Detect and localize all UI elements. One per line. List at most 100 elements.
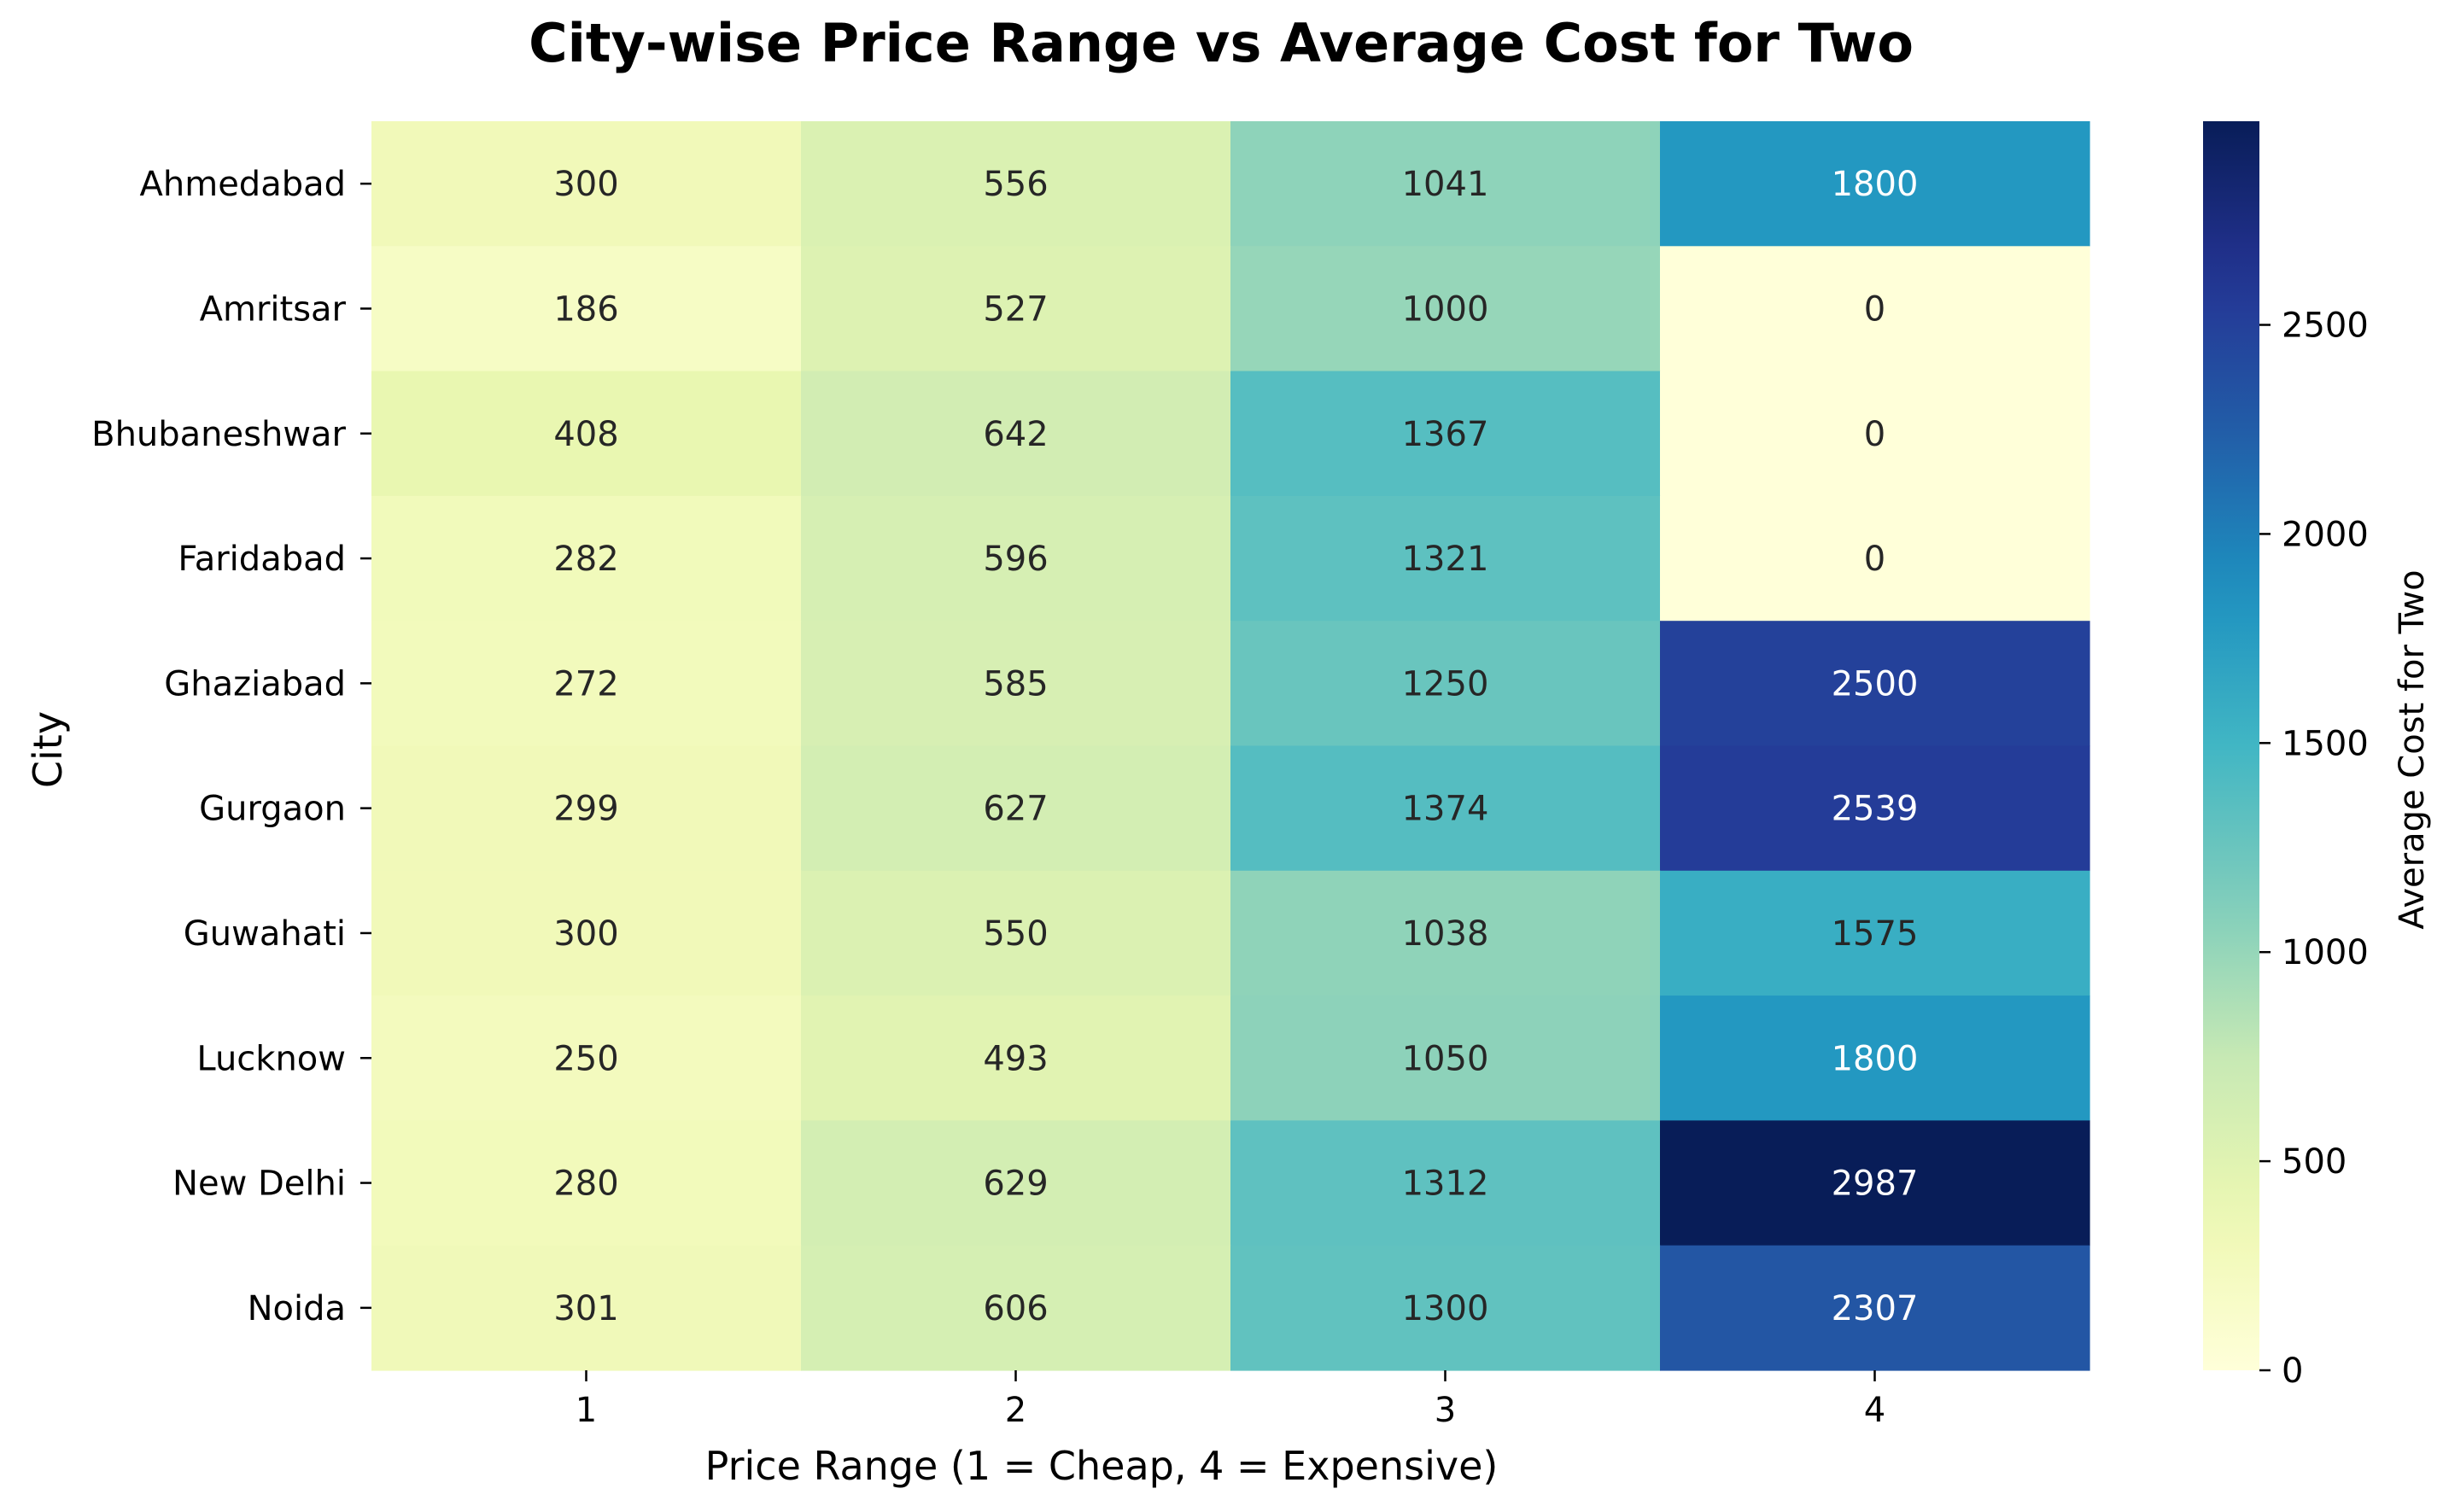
y-tick-label: Ahmedabad — [140, 165, 346, 204]
x-tick-label: 4 — [1864, 1391, 1885, 1430]
cell-value-label: 0 — [1864, 415, 1885, 454]
heatmap-cell-amritsar-4 — [1660, 246, 2090, 372]
heatmap-cell-guwahati-3 — [1230, 870, 1661, 996]
colorbar-tick-label: 2000 — [2282, 515, 2369, 554]
cell-value-label: 2539 — [1832, 790, 1919, 829]
heatmap-cell-labels: 300 556 1041 1800 186 527 1000 0 408 642 1367 0 282 5… — [553, 165, 1918, 1328]
cell-value-label: 556 — [983, 165, 1048, 204]
heatmap-cell-ghaziabad-3 — [1230, 621, 1661, 747]
cell-value-label: 1800 — [1832, 1039, 1919, 1078]
y-tick-label: Lucknow — [196, 1039, 346, 1078]
y-tick-label: New Delhi — [172, 1165, 346, 1204]
cell-value-label: 408 — [553, 415, 618, 454]
heatmap-cell-noida-3 — [1230, 1245, 1661, 1371]
colorbar — [2203, 121, 2259, 1370]
heatmap-cell-bhubaneshwar-4 — [1660, 371, 2090, 497]
x-axis-label: Price Range (1 = Cheap, 4 = Expensive) — [705, 1443, 1499, 1489]
heatmap-cell-gurgaon-2 — [801, 745, 1231, 872]
x-tick-label: 3 — [1435, 1391, 1456, 1430]
heatmap-cell-lucknow-1 — [371, 995, 802, 1121]
cell-value-label: 1312 — [1402, 1165, 1489, 1204]
y-tick-label: Ghaziabad — [164, 664, 346, 703]
heatmap-cell-faridabad-1 — [371, 495, 802, 622]
heatmap-cell-noida-1 — [371, 1245, 802, 1371]
cell-value-label: 1250 — [1402, 664, 1489, 703]
cell-value-label: 301 — [553, 1289, 618, 1328]
cell-value-label: 1300 — [1402, 1289, 1489, 1328]
cell-value-label: 1321 — [1402, 540, 1489, 579]
y-tick-label: Noida — [248, 1289, 346, 1328]
cell-value-label: 1575 — [1832, 914, 1919, 954]
heatmap-cell-ahmedabad-2 — [801, 121, 1231, 247]
cell-value-label: 282 — [553, 540, 618, 579]
heatmap-cell-bhubaneshwar-1 — [371, 371, 802, 497]
colorbar-label: Average Cost for Two — [2393, 569, 2432, 929]
cell-value-label: 493 — [983, 1039, 1048, 1078]
heatmap-cell-ahmedabad-4 — [1660, 121, 2090, 247]
heatmap-cell-faridabad-4 — [1660, 495, 2090, 622]
heatmap-cell-lucknow-4 — [1660, 995, 2090, 1121]
cell-value-label: 550 — [983, 914, 1048, 954]
heatmap-cell-amritsar-1 — [371, 246, 802, 372]
cell-value-label: 596 — [983, 540, 1048, 579]
heatmap-cell-new-delhi-2 — [801, 1120, 1231, 1246]
colorbar-tick-label: 0 — [2282, 1351, 2303, 1391]
cell-value-label: 629 — [983, 1165, 1048, 1204]
heatmap-cell-ghaziabad-4 — [1660, 621, 2090, 747]
heatmap-cell-ghaziabad-1 — [371, 621, 802, 747]
x-tick-label: 2 — [1005, 1391, 1026, 1430]
cell-value-label: 2307 — [1832, 1289, 1919, 1328]
cell-value-label: 0 — [1864, 289, 1885, 329]
cell-value-label: 300 — [553, 165, 618, 204]
cell-value-label: 642 — [983, 415, 1048, 454]
heatmap-cell-lucknow-3 — [1230, 995, 1661, 1121]
cell-value-label: 299 — [553, 790, 618, 829]
cell-value-label: 250 — [553, 1039, 618, 1078]
cell-value-label: 1041 — [1402, 165, 1489, 204]
heatmap-cell-guwahati-1 — [371, 870, 802, 996]
x-axis: 1 2 3 4 — [576, 1370, 1885, 1430]
heatmap-cell-bhubaneshwar-2 — [801, 371, 1231, 497]
heatmap-cell-amritsar-3 — [1230, 246, 1661, 372]
heatmap-cell-new-delhi-1 — [371, 1120, 802, 1246]
chart-title: City-wise Price Range vs Average Cost fo… — [529, 12, 1914, 74]
cell-value-label: 2500 — [1832, 664, 1919, 703]
y-tick-label: Bhubaneshwar — [91, 415, 346, 454]
heatmap-cell-guwahati-2 — [801, 870, 1231, 996]
cell-value-label: 1374 — [1402, 790, 1489, 829]
cell-value-label: 272 — [553, 664, 618, 703]
cell-value-label: 527 — [983, 289, 1048, 329]
heatmap-cell-new-delhi-3 — [1230, 1120, 1661, 1246]
y-axis-label: City — [25, 711, 71, 788]
heatmap-cell-noida-4 — [1660, 1245, 2090, 1371]
cell-value-label: 186 — [553, 289, 618, 329]
cell-value-label: 280 — [553, 1165, 618, 1204]
heatmap-cells — [371, 121, 2090, 1371]
heatmap-cell-guwahati-4 — [1660, 870, 2090, 996]
heatmap-cell-ghaziabad-2 — [801, 621, 1231, 747]
heatmap-cell-lucknow-2 — [801, 995, 1231, 1121]
heatmap-cell-faridabad-3 — [1230, 495, 1661, 622]
colorbar-tick-label: 1500 — [2282, 724, 2369, 763]
cell-value-label: 627 — [983, 790, 1048, 829]
cell-value-label: 585 — [983, 664, 1048, 703]
heatmap-cell-new-delhi-4 — [1660, 1120, 2090, 1246]
heatmap-cell-ahmedabad-1 — [371, 121, 802, 247]
cell-value-label: 1038 — [1402, 914, 1489, 954]
y-tick-label: Guwahati — [184, 914, 346, 954]
cell-value-label: 1050 — [1402, 1039, 1489, 1078]
colorbar-ticks: 0 500 1000 1500 2000 2500 — [2259, 306, 2369, 1391]
colorbar-tick-label: 1000 — [2282, 933, 2369, 972]
heatmap-cell-gurgaon-4 — [1660, 745, 2090, 872]
cell-value-label: 2987 — [1832, 1165, 1919, 1204]
y-tick-label: Faridabad — [178, 540, 346, 579]
cell-value-label: 606 — [983, 1289, 1048, 1328]
cell-value-label: 0 — [1864, 540, 1885, 579]
cell-value-label: 1000 — [1402, 289, 1489, 329]
heatmap-cell-gurgaon-1 — [371, 745, 802, 872]
colorbar-tick-label: 500 — [2282, 1142, 2347, 1182]
cell-value-label: 300 — [553, 914, 618, 954]
x-tick-label: 1 — [576, 1391, 597, 1430]
